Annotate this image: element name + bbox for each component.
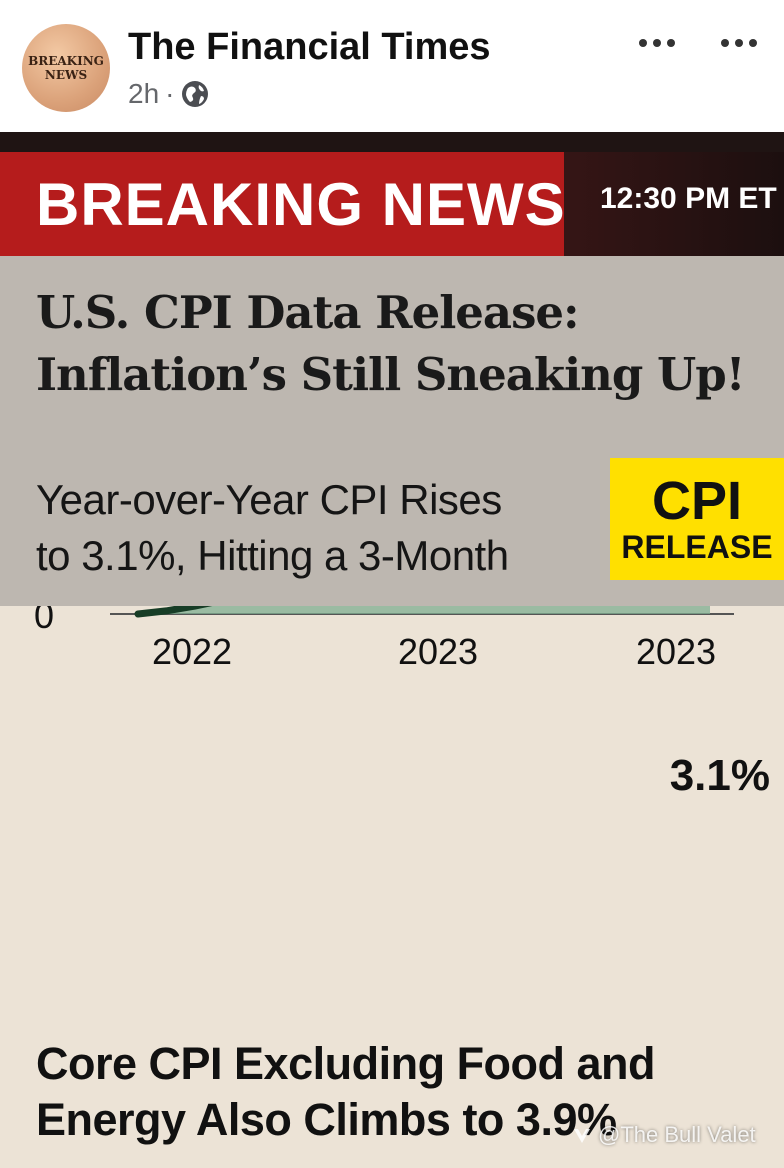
footer-text: Core CPI Excluding Food and Energy Also … (36, 1036, 776, 1148)
subheadline: Year-over-Year CPI Rises to 3.1%, Hittin… (36, 472, 596, 584)
x-tick-label: 2022 (152, 631, 232, 672)
subhead-line1: Year-over-Year CPI Rises (36, 476, 502, 523)
watermark-text: @The Bull Valet (598, 1122, 756, 1147)
post-image[interactable]: BREAKING NEWS 12:30 PM ET U.S. CPI Data … (0, 132, 784, 1168)
top-stripe (0, 132, 784, 152)
chart-svg: 0204060702022202320233.1% (34, 606, 770, 800)
end-annotation: 3.1% (670, 751, 770, 800)
watermark-logo-icon (574, 1129, 590, 1143)
time-ago[interactable]: 2h (128, 78, 160, 109)
x-tick-label: 2023 (398, 631, 478, 672)
headline-line2: Inflation’s Still Sneaking Up! (36, 348, 745, 401)
watermark: @The Bull Valet (572, 1122, 756, 1148)
cpi-release-badge: CPI RELEASE (610, 458, 784, 580)
avatar-line2: NEWS (44, 68, 88, 82)
badge-big: CPI (651, 471, 743, 531)
y-tick-label: 0 (34, 606, 54, 636)
breaking-red-block (0, 152, 564, 256)
more-options-icon[interactable] (632, 28, 682, 58)
area-fill (138, 606, 710, 614)
cpi-chart: 0204060702022202320233.1% (0, 606, 784, 1026)
meta-separator: · (165, 78, 175, 109)
post-header: BREAKING NEWS The Financial Times 2h · (0, 0, 784, 132)
avatar-line1: BREAKING (28, 54, 104, 68)
avatar[interactable]: BREAKING NEWS (22, 24, 110, 112)
subhead-line2: to 3.1%, Hitting a 3-Month (36, 532, 509, 579)
badge-small: RELEASE (621, 529, 773, 565)
post-meta: 2h · (128, 78, 210, 110)
headline-line1: U.S. CPI Data Release: (36, 286, 580, 339)
page-name[interactable]: The Financial Times (128, 26, 491, 68)
footer-line2: Energy Also Climbs to 3.9% (36, 1094, 617, 1145)
breaking-news-label: BREAKING NEWS (36, 171, 566, 238)
globe-icon (182, 81, 209, 107)
x-tick-label: 2023 (636, 631, 716, 672)
close-options-icon[interactable] (714, 28, 764, 58)
footer-line1: Core CPI Excluding Food and (36, 1038, 656, 1089)
banner-time: 12:30 PM ET (600, 182, 777, 215)
headline: U.S. CPI Data Release: Inflation’s Still… (36, 282, 776, 406)
